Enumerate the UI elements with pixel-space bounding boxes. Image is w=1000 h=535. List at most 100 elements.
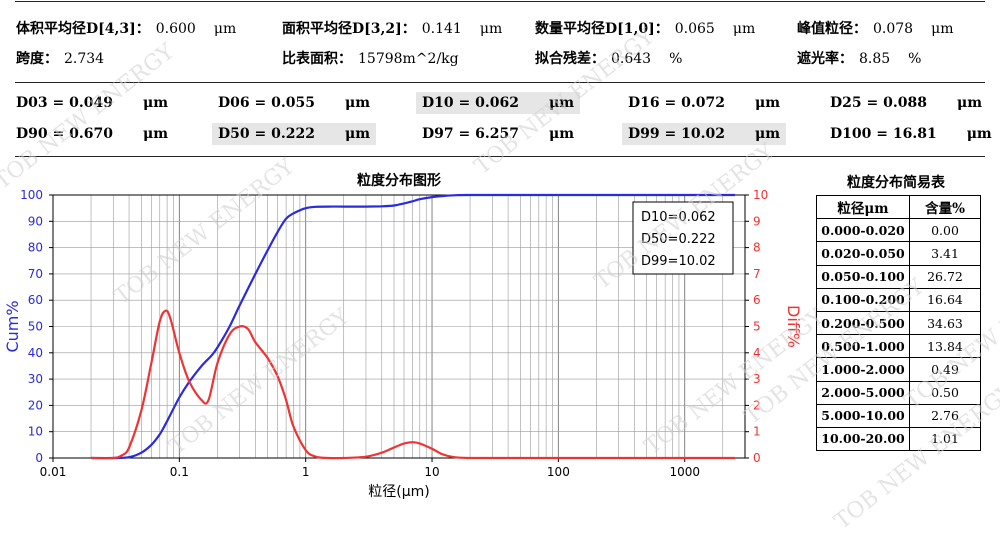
- summary-label: 体积平均径D[4,3]：: [16, 21, 150, 37]
- cumulative-series-line: [90, 193, 735, 460]
- table-row: 2.000-5.000 0.50: [816, 380, 981, 405]
- percentile-item: D25 = 0.088 μm: [830, 92, 982, 114]
- summary-item: 比表面积： 15798m^2/kg: [282, 48, 459, 68]
- table-cell-size: 10.00-20.00: [816, 426, 910, 452]
- y-right-tick-label: 4: [753, 346, 761, 360]
- summary-value: 0.600: [155, 21, 196, 37]
- summary-item: 峰值粒径： 0.078 μm: [797, 18, 953, 38]
- table-cell-content: 0.50: [909, 380, 981, 405]
- table-row: 5.000-10.00 2.76: [816, 403, 981, 428]
- x-axis-label: 粒径(μm): [368, 484, 429, 500]
- x-tick-label: 0.1: [170, 465, 189, 479]
- summary-label: 遮光率：: [797, 51, 853, 67]
- table-cell-size: 1.000-2.000: [816, 357, 910, 382]
- table-cell-content: 0.00: [909, 218, 981, 243]
- summary-unit: μm: [931, 21, 954, 37]
- x-tick-label: 100: [547, 465, 570, 479]
- summary-unit: %: [908, 51, 922, 67]
- summary-item: 拟合残差： 0.643%: [535, 48, 682, 68]
- summary-rule: [15, 82, 985, 83]
- x-tick-label: 0.01: [40, 465, 67, 479]
- summary-value: 0.643: [611, 51, 652, 67]
- summary-label: 面积平均径D[3,2]：: [282, 21, 416, 37]
- percentile-item: D100 = 16.81 μm: [830, 123, 992, 145]
- table-cell-content: 34.63: [909, 310, 981, 336]
- summary-unit: %: [669, 51, 683, 67]
- y-right-tick-label: 10: [753, 188, 768, 202]
- percentile-item: D90 = 0.670 μm: [16, 123, 168, 145]
- table-row: 1.000-2.000 0.49: [816, 357, 981, 382]
- percentile-unit: μm: [142, 126, 169, 142]
- summary-value: 0.078: [873, 21, 914, 37]
- table-cell-size: 2.000-5.000: [816, 380, 910, 405]
- percentile-unit: μm: [548, 95, 575, 111]
- summary-label: 比表面积：: [282, 51, 352, 67]
- y-left-tick-label: 80: [28, 241, 43, 255]
- percentile-text: D90 = 0.670: [16, 126, 113, 142]
- table-header-content: 含量%: [909, 194, 981, 220]
- table-cell-content: 26.72: [909, 264, 981, 289]
- percentile-item: D16 = 0.072 μm: [628, 92, 780, 114]
- percentile-item: D97 = 6.257 μm: [422, 123, 574, 145]
- percentile-text: D25 = 0.088: [830, 95, 927, 111]
- y-left-tick-label: 30: [28, 372, 43, 386]
- percentile-unit: μm: [344, 126, 371, 142]
- percentile-item: D10 = 0.062 μm: [416, 92, 581, 114]
- percentile-text: D03 = 0.049: [16, 95, 113, 111]
- y-right-axis-label: Diff%: [784, 305, 803, 348]
- x-tick-label: 1: [302, 465, 310, 479]
- percentile-text: D99 = 10.02: [628, 126, 725, 142]
- y-right-tick-label: 5: [753, 320, 761, 334]
- y-left-tick-label: 60: [28, 293, 43, 307]
- table-cell-size: 0.100-0.200: [816, 287, 910, 312]
- percentile-rule: [15, 156, 985, 157]
- percentile-unit: μm: [142, 95, 169, 111]
- y-left-tick-label: 90: [28, 214, 43, 228]
- percentile-text: D10 = 0.062: [422, 95, 519, 111]
- summary-label: 拟合残差：: [535, 51, 605, 67]
- table-row: 0.000-0.020 0.00: [816, 218, 981, 243]
- y-right-tick-label: 8: [753, 241, 761, 255]
- table-row: 0.050-0.100 26.72: [816, 264, 981, 289]
- y-left-tick-label: 70: [28, 267, 43, 281]
- table-cell-size: 0.020-0.050: [816, 241, 910, 266]
- y-left-tick-label: 50: [28, 320, 43, 334]
- percentile-item: D99 = 10.02 μm: [622, 123, 787, 145]
- y-right-tick-label: 7: [753, 267, 761, 281]
- percentile-item: D06 = 0.055 μm: [218, 92, 370, 114]
- table-cell-size: 0.200-0.500: [816, 310, 910, 336]
- y-left-tick-label: 10: [28, 425, 43, 439]
- table-cell-size: 0.000-0.020: [816, 218, 910, 243]
- distribution-table: 粒径μm 含量% 0.000-0.020 0.00 0.020-0.050 3.41 0…: [816, 194, 981, 452]
- percentile-unit: μm: [754, 95, 781, 111]
- table-cell-content: 1.01: [909, 426, 981, 452]
- summary-item: 体积平均径D[4,3]： 0.600 μm: [16, 18, 236, 38]
- summary-unit: μm: [732, 21, 756, 37]
- y-left-tick-label: 40: [28, 346, 43, 360]
- annotation-text: D10=0.062: [641, 210, 716, 225]
- table-cell-content: 16.64: [909, 287, 981, 312]
- y-left-tick-label: 0: [35, 451, 43, 465]
- summary-value: 2.734: [64, 51, 105, 67]
- percentile-unit: μm: [754, 126, 781, 142]
- y-right-tick-label: 3: [753, 372, 761, 386]
- percentile-unit: μm: [344, 95, 371, 111]
- percentile-text: D16 = 0.072: [628, 95, 725, 111]
- annotation-text: D50=0.222: [641, 232, 716, 247]
- table-row: 0.200-0.500 34.63: [816, 310, 981, 336]
- table-row: 10.00-20.00 1.01: [816, 426, 981, 452]
- percentile-unit: μm: [548, 126, 575, 142]
- annotation-text: D99=10.02: [641, 254, 716, 269]
- summary-item: 面积平均径D[3,2]： 0.141 μm: [282, 18, 502, 38]
- percentile-unit: μm: [956, 95, 983, 111]
- differential-series-line: [90, 309, 735, 460]
- y-left-axis-label: Cum%: [3, 300, 22, 352]
- percentile-item: D03 = 0.049 μm: [16, 92, 168, 114]
- table-header-row: 粒径μm 含量%: [816, 194, 981, 220]
- y-right-tick-label: 0: [753, 451, 761, 465]
- x-tick-label: 10: [424, 465, 439, 479]
- table-cell-content: 3.41: [909, 241, 981, 266]
- summary-value: 0.065: [674, 21, 715, 37]
- percentile-unit: μm: [966, 126, 992, 142]
